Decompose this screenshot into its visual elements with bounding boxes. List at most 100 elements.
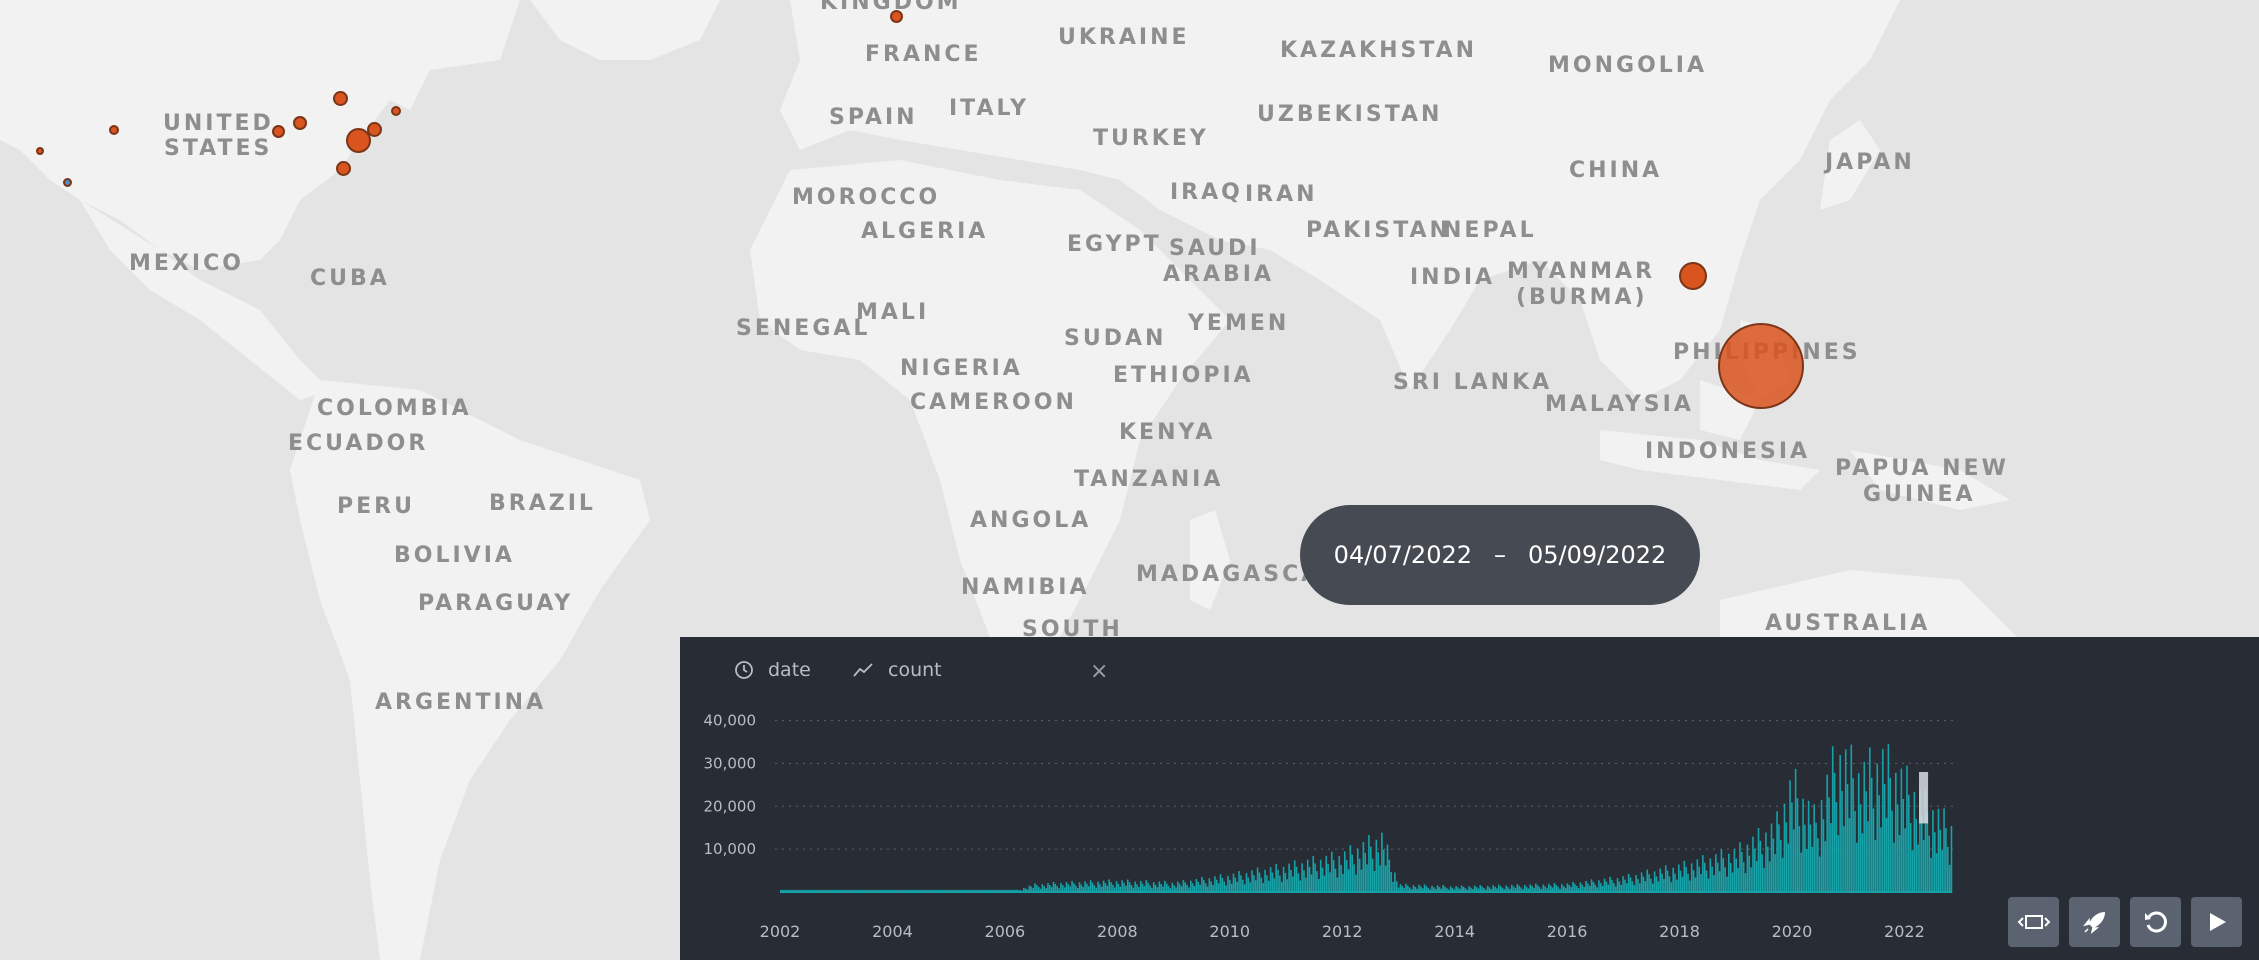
count-bar: [809, 889, 812, 892]
count-bar: [1882, 748, 1884, 892]
tab-date[interactable]: date: [734, 659, 811, 681]
count-bar: [1481, 886, 1483, 892]
count-bar: [1837, 835, 1840, 892]
count-bar: [1666, 870, 1669, 892]
count-bar: [1023, 887, 1025, 892]
y-tick-label: 20,000: [704, 797, 757, 815]
count-bar: [1889, 777, 1892, 892]
map-label: ETHIOPIA: [1113, 363, 1254, 388]
count-bar: [872, 889, 875, 892]
count-bar: [1750, 867, 1752, 892]
count-bar: [1828, 797, 1830, 892]
count-bar: [911, 889, 914, 892]
data-point-marker[interactable]: [272, 125, 285, 138]
count-bar: [1945, 827, 1947, 892]
data-point-marker[interactable]: [367, 122, 382, 137]
eurasia-landmass: [780, 0, 1900, 400]
count-over-time-chart[interactable]: 10,000 20,000 30,000 40,000 2002 2004 2006 2008…: [680, 637, 2259, 960]
map-label: BOLIVIA: [394, 543, 515, 568]
count-bar: [1726, 876, 1728, 892]
data-point-marker[interactable]: [1718, 323, 1804, 409]
count-bar: [1169, 888, 1172, 892]
count-bar: [987, 889, 990, 892]
count-bar: [820, 889, 823, 892]
count-bar: [1421, 888, 1424, 892]
data-point-marker[interactable]: [336, 161, 351, 176]
play-button[interactable]: [2191, 897, 2242, 947]
count-bar: [1904, 828, 1906, 892]
count-bar: [959, 889, 962, 892]
tab-count[interactable]: count: [852, 659, 942, 681]
time-selection-brush[interactable]: [1919, 772, 1929, 824]
count-bar: [1395, 881, 1398, 892]
count-bar: [1503, 889, 1506, 892]
map-label: NEPAL: [1443, 218, 1537, 243]
count-bar: [1479, 885, 1482, 892]
count-bar: [1948, 864, 1951, 892]
count-bar: [817, 889, 819, 892]
count-bar: [1637, 879, 1639, 892]
count-bar: [932, 889, 934, 892]
count-bar: [1319, 859, 1322, 892]
count-bar: [1869, 747, 1871, 892]
count-bar: [1342, 873, 1344, 892]
count-bar: [971, 889, 973, 892]
count-bar: [1427, 887, 1430, 892]
count-bar: [1605, 881, 1608, 892]
count-bar: [1600, 883, 1602, 892]
data-point-marker[interactable]: [63, 178, 72, 187]
data-point-marker[interactable]: [346, 128, 371, 153]
count-bar: [1809, 824, 1812, 892]
data-point-marker[interactable]: [391, 106, 401, 116]
count-bar: [995, 889, 997, 892]
count-bar: [813, 889, 815, 892]
count-bar: [1108, 879, 1110, 892]
count-bar: [837, 889, 840, 892]
africa-landmass: [750, 160, 1230, 637]
greenland-landmass: [530, 0, 720, 60]
data-point-marker[interactable]: [109, 125, 119, 135]
australia-landmass: [1720, 570, 2020, 640]
count-bar: [1399, 884, 1402, 892]
fit-view-button[interactable]: [2008, 897, 2059, 947]
count-bar: [1833, 772, 1836, 892]
data-point-marker[interactable]: [36, 147, 44, 155]
count-bar: [1818, 856, 1821, 892]
count-bar: [1254, 880, 1257, 892]
count-bar: [1520, 887, 1522, 892]
reset-icon: [2144, 911, 2167, 933]
count-bar: [978, 889, 981, 892]
count-bar: [1139, 880, 1142, 892]
count-bar: [1574, 883, 1576, 892]
count-bar: [1251, 870, 1253, 892]
count-bar: [1655, 876, 1658, 892]
count-bar: [1587, 883, 1589, 892]
count-bar: [876, 889, 879, 892]
count-bar: [1115, 881, 1118, 892]
data-point-marker[interactable]: [890, 10, 903, 23]
count-bar: [1716, 862, 1719, 892]
count-bar: [1386, 844, 1389, 892]
count-bar: [1381, 832, 1383, 892]
fly-button[interactable]: [2069, 897, 2120, 947]
count-bar: [1293, 860, 1296, 892]
reset-button[interactable]: [2130, 897, 2181, 947]
count-bar: [1208, 878, 1211, 892]
count-bar: [1065, 881, 1068, 892]
count-bar: [1147, 882, 1149, 892]
count-bar: [1190, 880, 1192, 892]
count-bar: [1483, 887, 1485, 892]
count-bar: [1937, 808, 1940, 892]
count-bar: [1776, 811, 1778, 892]
data-point-marker[interactable]: [1679, 262, 1707, 290]
count-bar: [1217, 883, 1220, 892]
count-bar: [1661, 873, 1663, 892]
close-button[interactable]: ×: [1090, 659, 1109, 684]
central-america-landmass: [80, 200, 330, 400]
data-point-marker[interactable]: [293, 116, 307, 130]
count-bar: [1037, 886, 1040, 892]
count-bar: [1347, 869, 1350, 892]
data-point-marker[interactable]: [333, 91, 348, 106]
count-bar: [1642, 876, 1645, 892]
count-bar: [1880, 827, 1882, 892]
